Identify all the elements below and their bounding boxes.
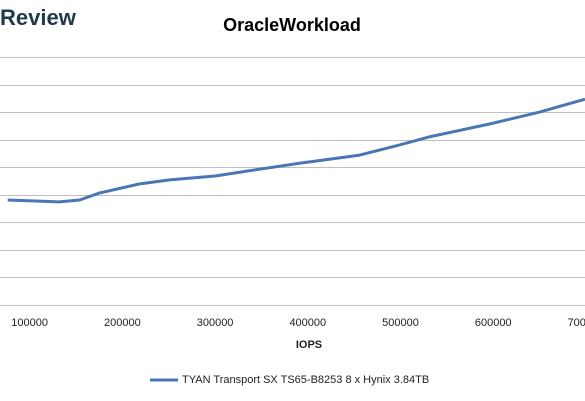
- data-line: [7, 97, 585, 204]
- x-tick-label: 600000: [475, 317, 512, 329]
- x-tick-label: 500000: [382, 317, 419, 329]
- x-tick-label: 300000: [197, 317, 234, 329]
- legend-label: TYAN Transport SX TS65-B8253 8 x Hynix 3…: [182, 374, 429, 386]
- chart-title: OracleWorkload: [223, 15, 361, 35]
- brand-logo: Review: [0, 5, 77, 30]
- x-tick-label: 200000: [104, 317, 141, 329]
- x-tick-label: 700000: [568, 317, 585, 329]
- x-tick-label: 400000: [289, 317, 326, 329]
- x-tick-label: 100000: [11, 317, 48, 329]
- x-axis-label: IOPS: [296, 339, 322, 351]
